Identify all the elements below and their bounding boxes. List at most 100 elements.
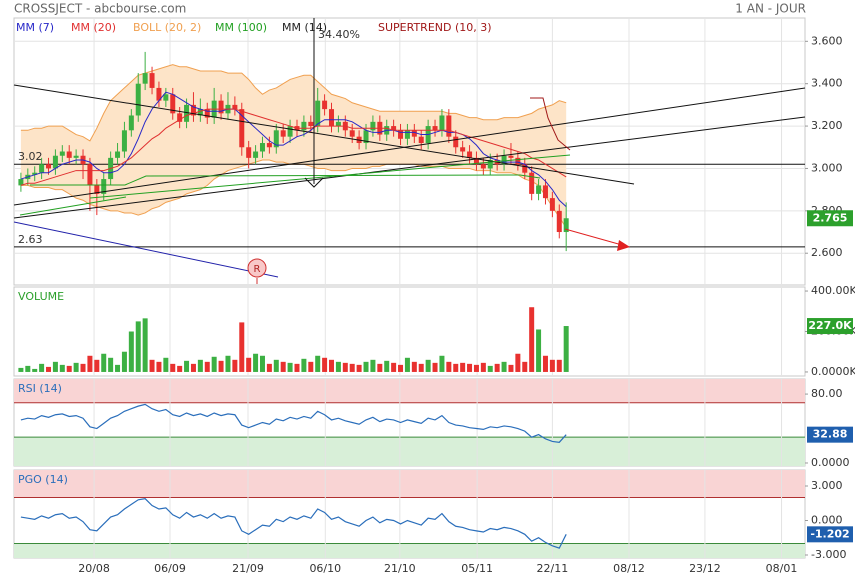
candle-body [329, 109, 335, 127]
panel-title: PGO (14) [18, 473, 68, 486]
x-tick-label: 08/12 [613, 562, 645, 575]
volume-bar [508, 364, 514, 372]
candle-body [529, 172, 535, 194]
zone-band [14, 379, 805, 403]
volume-bar [170, 363, 176, 372]
y-tick-label: 80.00 [811, 387, 843, 400]
trend-line [13, 87, 806, 206]
candle-body [556, 210, 562, 233]
candle-body [404, 130, 410, 139]
candle-body [18, 179, 24, 186]
volume-bar [259, 355, 265, 372]
event-marker [247, 258, 267, 278]
candle-body [87, 164, 93, 186]
candle-body [253, 151, 259, 158]
volume-bar [142, 318, 148, 372]
volume-bar [467, 363, 473, 372]
zone-band [14, 437, 805, 466]
volume-bar [149, 359, 155, 372]
candle-body [549, 198, 555, 211]
volume-bar [446, 361, 452, 372]
volume-bar [59, 364, 65, 372]
volume-bar [46, 366, 52, 372]
volume-bar [280, 361, 286, 372]
volume-bar [273, 359, 279, 372]
volume-bar [287, 362, 293, 372]
volume-bar [391, 362, 397, 372]
volume-bar [556, 359, 562, 372]
volume-bar [432, 362, 438, 372]
x-tick-label: 05/11 [461, 562, 493, 575]
candle-body [232, 104, 238, 110]
volume-bar [542, 355, 548, 372]
legend-entry: SUPERTREND (10, 3) [378, 21, 492, 34]
panel-title: RSI (14) [18, 382, 62, 395]
mm100-line [30, 174, 541, 186]
candle-body [308, 121, 314, 127]
candle-body [273, 130, 279, 148]
volume-bar [115, 364, 121, 372]
candle-body [287, 126, 293, 137]
x-tick-label: 22/11 [537, 562, 569, 575]
last-value: 2.765 [813, 211, 848, 224]
candle-body [115, 151, 121, 158]
trend-line [89, 154, 571, 199]
candle-body [315, 100, 321, 127]
volume-bar [460, 362, 466, 372]
candle-body [487, 159, 493, 169]
y-tick-label: 3.000 [811, 161, 843, 174]
volume-bar [335, 361, 341, 372]
candle-body [128, 115, 134, 131]
ma-line [20, 91, 567, 207]
volume-bar [342, 362, 348, 372]
volume-bar [156, 361, 162, 372]
y-tick-label: 2.600 [811, 246, 843, 259]
candle-body [218, 100, 224, 114]
volume-bar [211, 356, 217, 372]
candle-body [515, 157, 521, 165]
volume-bar [494, 363, 500, 372]
volume-bar [87, 355, 93, 372]
candle-body [280, 130, 286, 137]
y-tick-label: 400.00K [811, 284, 855, 297]
legend-entry: MM (100) [215, 21, 267, 34]
period: 1 AN - JOUR [735, 2, 806, 16]
legend-entry: BOLL (20, 2) [133, 21, 201, 34]
last-value-box [807, 210, 853, 227]
volume-bar [32, 368, 38, 372]
candle-body [52, 155, 58, 169]
volume-bar [329, 359, 335, 372]
candle-body [101, 179, 107, 194]
volume-bar [411, 361, 417, 372]
x-tick-label: 20/08 [78, 562, 110, 575]
candle-body [163, 94, 169, 101]
candle-body [59, 151, 65, 156]
level-label: 2.63 [18, 233, 43, 246]
y-tick-label: 0.000 [811, 513, 843, 526]
y-tick-label: -3.000 [811, 548, 846, 561]
volume-bar [80, 363, 86, 372]
volume-bar [370, 359, 376, 372]
candle-body [246, 147, 252, 158]
last-value-box [807, 318, 853, 335]
measure-arrow [304, 177, 324, 188]
volume-bar [294, 363, 300, 372]
volume-bar [549, 359, 555, 372]
candle-body [467, 151, 473, 158]
volume-bar [94, 359, 100, 372]
volume-bar [384, 360, 390, 372]
legend-entry: MM (14) [282, 21, 327, 34]
volume-bar [536, 329, 542, 372]
ma-line [20, 108, 567, 186]
volume-bar [39, 363, 45, 372]
candle-body [536, 185, 542, 194]
last-value: 32.88 [813, 428, 848, 441]
volume-bar [25, 365, 31, 372]
trend-line [13, 116, 806, 219]
trend-line [13, 221, 279, 278]
volume-bar [522, 361, 528, 372]
y-tick-label: 0.0000K [811, 365, 855, 378]
candle-body [190, 104, 196, 116]
x-tick-label: 06/09 [154, 562, 186, 575]
